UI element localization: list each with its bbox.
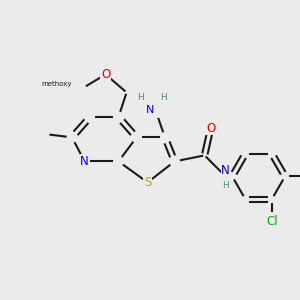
Text: H: H bbox=[160, 93, 166, 102]
Text: Cl: Cl bbox=[266, 215, 278, 228]
Text: methoxy: methoxy bbox=[41, 81, 72, 87]
Text: O: O bbox=[101, 68, 110, 81]
Text: N: N bbox=[221, 164, 230, 177]
Text: H: H bbox=[222, 182, 229, 190]
Text: N: N bbox=[146, 105, 154, 116]
Text: H: H bbox=[137, 93, 143, 102]
Text: N: N bbox=[80, 155, 89, 168]
Text: S: S bbox=[144, 176, 151, 189]
Text: O: O bbox=[206, 122, 215, 135]
